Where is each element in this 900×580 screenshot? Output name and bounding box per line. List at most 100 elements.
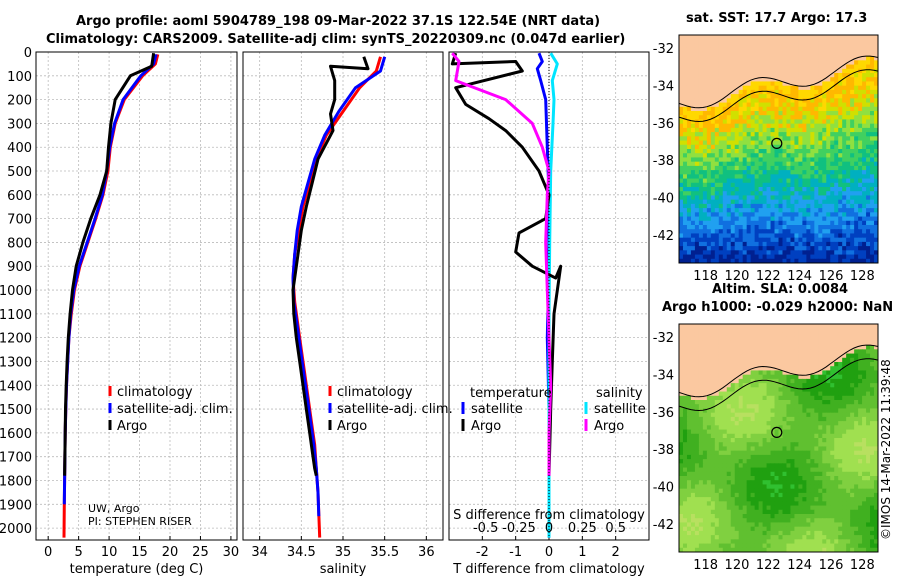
map-cell <box>770 220 776 226</box>
map-cell <box>782 43 787 49</box>
map-cell <box>794 56 799 61</box>
map-cell <box>818 157 823 163</box>
map-cell <box>710 345 716 350</box>
map-cell <box>838 467 843 473</box>
map-cell <box>710 229 716 234</box>
map-cell <box>734 492 740 498</box>
map-cell <box>750 345 756 350</box>
map-cell <box>866 233 871 239</box>
map-cell <box>794 89 799 95</box>
map-cell <box>762 258 768 264</box>
map-cell <box>786 106 791 112</box>
map-cell <box>738 182 744 188</box>
map-cell <box>842 450 847 456</box>
map-cell <box>750 429 756 435</box>
map-cell <box>782 237 787 243</box>
map-cell <box>714 47 720 53</box>
map-cell <box>762 178 768 184</box>
map-cell <box>686 39 692 44</box>
map-cell <box>679 43 684 49</box>
map-cell <box>846 149 851 154</box>
map-cell <box>866 157 871 163</box>
map-cell <box>754 480 760 485</box>
map-cell <box>870 56 875 61</box>
map-cell <box>794 425 799 431</box>
map-cell <box>754 161 760 167</box>
map-cell <box>814 246 819 251</box>
map-cell <box>870 484 875 490</box>
map-cell <box>686 254 692 260</box>
map-cell <box>706 73 712 78</box>
map-cell <box>846 94 851 99</box>
map-cell <box>742 421 748 426</box>
map-cell <box>766 233 772 239</box>
map-cell <box>802 208 807 213</box>
map-cell <box>762 357 768 363</box>
map-cell <box>730 47 736 53</box>
map-cell <box>718 459 724 464</box>
map-cell <box>814 400 819 405</box>
map-cell <box>758 115 764 120</box>
map-cell <box>686 140 692 146</box>
map-cell <box>874 480 879 485</box>
map-cell <box>846 102 851 108</box>
map-cell <box>854 51 859 57</box>
map-cell <box>814 340 819 346</box>
map-cell <box>702 374 708 380</box>
map-cell <box>730 484 736 490</box>
map-cell <box>702 123 708 129</box>
map-cell <box>679 144 684 150</box>
map-cell <box>722 404 728 409</box>
map-cell <box>682 85 688 91</box>
map-cell <box>790 149 795 154</box>
map-cell <box>722 102 728 108</box>
map-cell <box>850 336 855 342</box>
map-cell <box>814 220 819 226</box>
map-cell <box>694 412 700 418</box>
map-cell <box>782 212 787 218</box>
depth-tick-label: 1300 <box>0 355 32 370</box>
map-cell <box>870 94 875 99</box>
map-cell <box>870 73 875 78</box>
map-cell <box>862 229 867 234</box>
map-cell <box>826 81 831 87</box>
map-cell <box>774 454 779 460</box>
map-cell <box>786 454 791 460</box>
map-cell <box>818 395 823 401</box>
map-cell <box>734 366 740 371</box>
map-cell <box>826 336 831 342</box>
map-cell <box>782 258 787 264</box>
map-cell <box>806 246 811 251</box>
map-cell <box>770 102 776 108</box>
map-cell <box>694 446 700 452</box>
map-cell <box>746 39 752 44</box>
salinity-x-tick-label: 36 <box>418 545 435 560</box>
map-cell <box>870 68 875 74</box>
map-cell <box>822 340 827 346</box>
map-cell <box>698 157 704 163</box>
map-cell <box>738 102 744 108</box>
map-cell <box>738 47 744 53</box>
map-cell <box>790 233 795 239</box>
map-cell <box>850 454 855 460</box>
map-cell <box>706 349 712 355</box>
map-cell <box>730 366 736 371</box>
map-cell <box>706 336 712 342</box>
map-cell <box>874 467 879 473</box>
map-cell <box>758 127 764 133</box>
map-cell <box>758 246 764 251</box>
map-cell <box>862 429 867 435</box>
map-cell <box>798 39 803 44</box>
series-climatology <box>291 56 382 538</box>
map-cell <box>682 463 688 469</box>
map-cell <box>682 383 688 388</box>
map-cell <box>734 136 740 142</box>
map-cell <box>702 476 708 481</box>
map-cell <box>742 446 748 452</box>
map-cell <box>774 51 779 57</box>
map-cell <box>758 425 764 431</box>
map-cell <box>734 471 740 477</box>
map-cell <box>746 191 752 196</box>
map-cell <box>710 416 716 422</box>
map-cell <box>710 446 716 452</box>
